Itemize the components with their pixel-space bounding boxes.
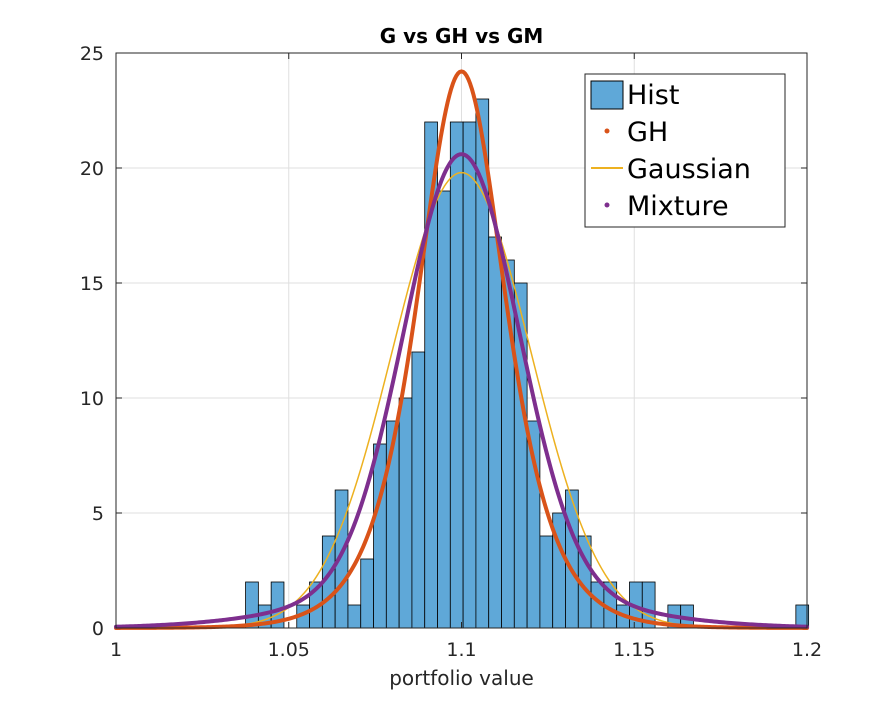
histogram-bar [373, 443, 387, 629]
legend-item-gaussian: Gaussian [591, 154, 751, 185]
histogram-bar [398, 397, 413, 629]
legend-gh-marker [604, 128, 610, 134]
legend-item-gh: GH [604, 117, 668, 148]
x-tick-label: 1.1 [446, 639, 476, 661]
y-tick-label: 0 [92, 618, 104, 640]
y-tick-label: 10 [80, 388, 104, 410]
legend-item-hist: Hist [590, 80, 679, 111]
x-axis-label: portfolio value [389, 666, 534, 690]
x-tick-label: 1.2 [792, 639, 822, 661]
legend: Hist GH Gaussian Mixture [584, 73, 786, 228]
histogram-bar [411, 351, 426, 629]
legend-hist-label: Hist [627, 80, 679, 111]
x-tick-label: 1.05 [268, 639, 310, 661]
histogram-bar [245, 581, 259, 629]
legend-hist-swatch [590, 80, 624, 110]
histogram-bar [347, 604, 362, 629]
x-tick-label: 1.15 [613, 639, 655, 661]
legend-mixture-label: Mixture [627, 191, 729, 222]
legend-item-mixture: Mixture [604, 191, 729, 222]
chart-title: G vs GH vs GM [380, 24, 544, 48]
y-tick-label: 5 [92, 503, 104, 525]
legend-mixture-marker [604, 202, 610, 208]
histogram-bar [488, 236, 502, 629]
y-tick-label: 25 [80, 43, 104, 65]
legend-gh-label: GH [627, 117, 668, 148]
curve-mixture [114, 152, 809, 629]
y-tick-label: 15 [80, 273, 104, 295]
x-tick-label: 1 [110, 639, 122, 661]
histogram-bar [449, 121, 464, 629]
y-tick-label: 20 [80, 158, 104, 180]
histogram-bar [360, 558, 374, 629]
histogram-bar [539, 535, 554, 629]
legend-gaussian-label: Gaussian [627, 154, 751, 185]
histogram-bar [437, 190, 451, 629]
axis-ticks: 1 1.05 1.1 1.15 1.2 0 5 10 15 20 25 [80, 43, 822, 661]
curve-gh [114, 69, 809, 630]
density-curves [114, 69, 809, 630]
histogram-bar [462, 121, 477, 629]
